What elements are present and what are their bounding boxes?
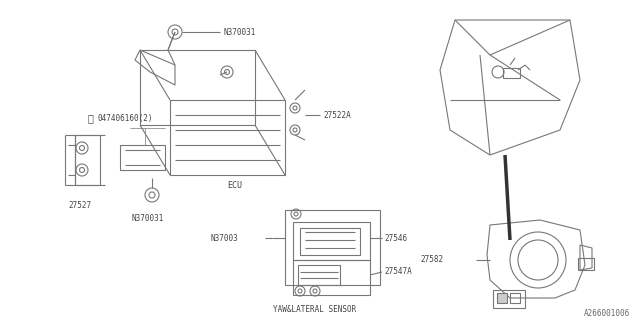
Text: YAW&LATERAL SENSOR: YAW&LATERAL SENSOR — [273, 306, 356, 315]
Text: N370031: N370031 — [223, 28, 255, 36]
Text: ECU: ECU — [227, 180, 243, 189]
Text: 27582: 27582 — [420, 255, 443, 265]
Text: 27546: 27546 — [384, 234, 407, 243]
Bar — [578, 258, 594, 270]
Bar — [497, 293, 507, 303]
Text: 047406160(2): 047406160(2) — [97, 114, 152, 123]
Text: N37003: N37003 — [210, 234, 237, 243]
Text: Ⓑ: Ⓑ — [88, 113, 94, 123]
Text: N370031: N370031 — [132, 213, 164, 222]
Text: 27522A: 27522A — [323, 110, 351, 119]
Text: 27547A: 27547A — [384, 268, 412, 276]
Text: 27527: 27527 — [68, 201, 91, 210]
Bar — [510, 293, 520, 303]
Text: A266001006: A266001006 — [584, 308, 630, 317]
